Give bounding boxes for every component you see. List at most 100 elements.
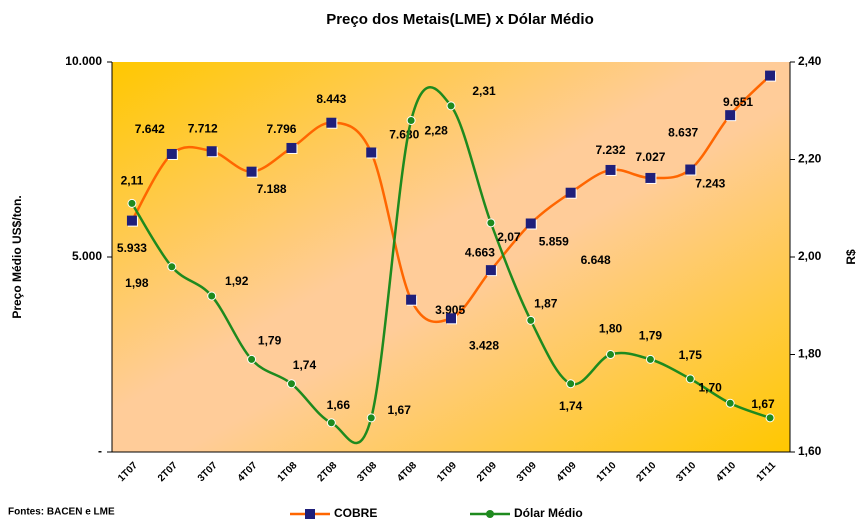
- marker: [366, 413, 376, 423]
- marker: [326, 418, 336, 428]
- data-label: 1,67: [388, 403, 412, 417]
- data-label: 6.648: [581, 253, 611, 267]
- data-label: 1,66: [327, 398, 351, 412]
- marker: [286, 142, 297, 153]
- legend-label: Dólar Médio: [514, 506, 583, 520]
- marker: [286, 379, 296, 389]
- chart-title: Preço dos Metais(LME) x Dólar Médio: [326, 11, 594, 28]
- marker: [406, 294, 417, 305]
- marker: [446, 313, 456, 324]
- data-label: 7.642: [135, 122, 165, 136]
- legend-marker: [305, 509, 315, 519]
- data-label: 1,79: [258, 334, 282, 348]
- marker: [765, 413, 775, 423]
- marker: [247, 354, 257, 364]
- data-label: 4.663: [465, 245, 495, 259]
- marker: [127, 198, 137, 208]
- marker: [326, 117, 337, 128]
- data-label: 1,87: [534, 297, 558, 311]
- data-label: 3.428: [469, 338, 499, 352]
- marker: [406, 116, 416, 125]
- x-tick-label: 4T08: [395, 460, 419, 484]
- data-label: 2,11: [121, 174, 144, 188]
- x-tick-label: 3T07: [196, 460, 220, 484]
- data-label: 1,80: [599, 322, 623, 336]
- data-label: 5.859: [539, 235, 569, 249]
- data-label: 1,70: [698, 380, 722, 394]
- x-tick-label: 2T09: [475, 460, 499, 484]
- marker: [725, 110, 736, 121]
- data-label: 1,92: [225, 274, 249, 288]
- data-label: 7.712: [188, 121, 218, 135]
- x-tick-label: 2T08: [315, 460, 339, 484]
- x-tick-label: 2T07: [156, 460, 180, 484]
- data-label: 8.637: [668, 125, 698, 139]
- data-label: 7.796: [266, 122, 296, 136]
- marker: [566, 379, 576, 389]
- y-tick-label: 10.000: [65, 54, 102, 68]
- data-label: 7.188: [257, 182, 287, 196]
- marker: [605, 164, 616, 175]
- y-tick-label: -: [98, 444, 102, 458]
- x-tick-label: 2T10: [635, 460, 659, 484]
- marker: [486, 218, 496, 228]
- data-label: 7.027: [635, 150, 665, 164]
- x-tick-label: 1T10: [595, 460, 619, 484]
- marker: [485, 265, 496, 276]
- marker: [246, 166, 257, 177]
- y2-axis-title: R$: [844, 249, 858, 265]
- y2-tick-label: 2,20: [798, 152, 822, 166]
- x-tick-label: 1T09: [435, 460, 459, 484]
- data-label: 1,74: [559, 399, 583, 413]
- plot-area: [112, 62, 790, 452]
- data-label: 1,74: [293, 358, 317, 372]
- source-note: Fontes: BACEN e LME: [8, 507, 115, 518]
- marker: [645, 354, 655, 364]
- marker: [525, 218, 536, 229]
- data-label: 5.933: [117, 241, 147, 255]
- y2-tick-label: 2,00: [798, 249, 822, 263]
- data-label: 2,31: [472, 84, 496, 98]
- data-label: 1,79: [639, 329, 663, 343]
- x-tick-label: 1T08: [276, 460, 300, 484]
- y-tick-label: 5.000: [72, 249, 102, 263]
- marker: [685, 164, 696, 175]
- x-tick-label: 3T09: [515, 460, 539, 484]
- y2-tick-label: 1,60: [798, 444, 822, 458]
- data-label: 3.905: [435, 303, 465, 317]
- marker: [207, 291, 217, 301]
- marker: [565, 187, 576, 198]
- data-label: 2,07: [497, 230, 521, 244]
- data-label: 7.232: [596, 143, 626, 157]
- marker: [526, 315, 536, 325]
- x-tick-label: 4T07: [236, 460, 260, 484]
- marker: [206, 146, 217, 157]
- marker: [126, 215, 137, 226]
- y-axis-title: Preço Médio US$/ton.: [10, 195, 24, 318]
- marker: [765, 70, 776, 81]
- x-tick-label: 4T10: [714, 460, 738, 484]
- legend-label: COBRE: [334, 506, 377, 520]
- data-label: 2,28: [424, 124, 448, 138]
- data-label: 8.443: [316, 92, 346, 106]
- x-tick-label: 3T08: [355, 460, 379, 484]
- x-tick-label: 1T07: [116, 460, 140, 484]
- data-label: 1,67: [751, 397, 775, 411]
- marker: [645, 172, 656, 183]
- x-tick-label: 3T10: [674, 460, 698, 484]
- x-tick-label: 1T11: [755, 460, 779, 484]
- data-label: 7.680: [389, 128, 419, 142]
- marker: [446, 101, 456, 111]
- data-label: 9.651: [723, 95, 753, 109]
- marker: [606, 350, 616, 359]
- marker: [685, 374, 695, 384]
- data-label: 1,75: [679, 348, 703, 362]
- data-label: 1,98: [125, 276, 149, 290]
- x-tick-label: 4T09: [555, 460, 579, 484]
- marker: [166, 148, 177, 159]
- legend-marker: [486, 510, 494, 518]
- marker: [725, 398, 735, 408]
- marker: [366, 147, 377, 158]
- marker: [167, 262, 177, 272]
